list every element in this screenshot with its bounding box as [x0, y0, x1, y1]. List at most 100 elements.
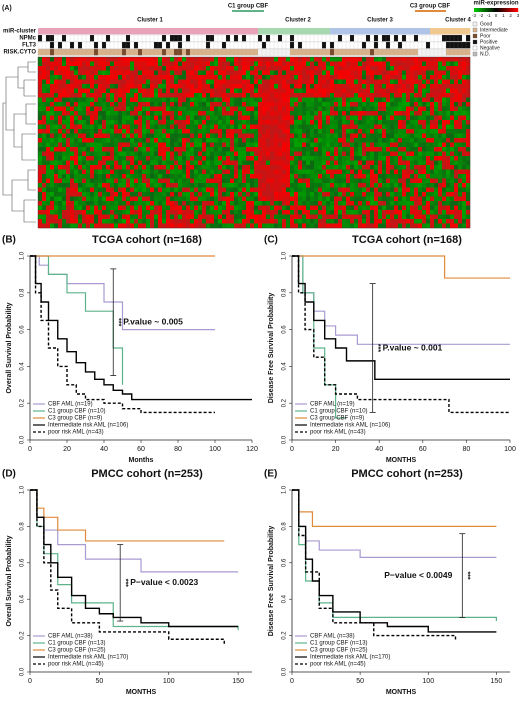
heat-cell	[198, 160, 203, 166]
annotation-cell	[254, 28, 259, 35]
heat-cell	[294, 88, 299, 94]
heat-cell	[178, 223, 183, 229]
heat-cell	[234, 79, 239, 85]
heat-cell	[142, 223, 147, 229]
heat-cell	[310, 214, 315, 220]
heat-cell	[266, 142, 271, 148]
heat-cell	[134, 66, 139, 71]
heat-cell	[90, 61, 95, 67]
heat-cell	[194, 201, 199, 206]
heat-cell	[82, 133, 87, 139]
heat-cell	[290, 196, 295, 202]
heat-cell	[234, 84, 239, 89]
heat-cell	[46, 147, 51, 152]
heat-cell	[274, 84, 279, 89]
heat-cell	[122, 102, 127, 107]
heat-cell	[306, 97, 311, 103]
heat-cell	[390, 115, 395, 121]
heat-cell	[238, 115, 243, 121]
heat-cell	[302, 75, 307, 80]
heat-cell	[110, 174, 115, 179]
heat-cell	[286, 79, 291, 85]
heat-cell	[182, 196, 187, 202]
heat-cell	[118, 165, 123, 170]
scale-bar	[485, 8, 487, 12]
heat-cell	[290, 156, 295, 161]
heat-cell	[126, 210, 131, 215]
heat-cell	[190, 97, 195, 103]
heat-cell	[466, 205, 471, 211]
panel-label: (D)	[2, 469, 16, 480]
heat-cell	[226, 160, 231, 166]
heat-cell	[454, 223, 459, 229]
heat-cell	[118, 93, 123, 98]
heat-cell	[422, 223, 427, 229]
heat-cell	[222, 106, 227, 112]
annotation-cell	[54, 28, 59, 35]
annotation-cell	[129, 41, 135, 49]
heat-cell	[330, 183, 335, 188]
heat-cell	[42, 138, 47, 143]
heat-cell	[266, 93, 271, 98]
heat-cell	[306, 106, 311, 112]
annotation-cell	[429, 41, 435, 49]
heat-cell	[282, 196, 287, 202]
annotation-cell	[149, 41, 155, 49]
heat-cell	[50, 201, 55, 206]
heat-cell	[206, 106, 211, 112]
heat-cell	[386, 174, 391, 179]
heat-cell	[282, 102, 287, 107]
heat-cell	[286, 57, 291, 62]
heat-cell	[382, 147, 387, 152]
heat-cell	[446, 223, 451, 229]
annotation-cell	[369, 48, 375, 56]
heat-cell	[386, 151, 391, 157]
heat-cell	[430, 210, 435, 215]
heat-cell	[186, 183, 191, 188]
heat-cell	[378, 129, 383, 134]
heat-cell	[306, 201, 311, 206]
heat-cell	[42, 196, 47, 202]
survival-curve	[292, 489, 497, 558]
heat-cell	[126, 138, 131, 143]
heat-cell	[234, 210, 239, 215]
heat-cell	[98, 120, 103, 125]
heat-cell	[206, 165, 211, 170]
heat-cell	[342, 66, 347, 71]
heat-cell	[286, 138, 291, 143]
heat-cell	[346, 66, 351, 71]
heat-cell	[274, 205, 279, 211]
annotation-cell	[385, 41, 391, 49]
heat-cell	[142, 61, 147, 67]
heat-cell	[354, 201, 359, 206]
heat-cell	[194, 223, 199, 229]
heat-cell	[338, 151, 343, 157]
heat-cell	[326, 66, 331, 71]
heat-cell	[202, 102, 207, 107]
x-tick-label: 100	[504, 446, 516, 453]
heat-cell	[426, 88, 431, 94]
heat-cell	[62, 120, 67, 125]
heat-cell	[258, 205, 263, 211]
heat-cell	[42, 174, 47, 179]
heat-cell	[74, 219, 79, 224]
heat-cell	[206, 174, 211, 179]
heat-cell	[146, 165, 151, 170]
heat-cell	[210, 84, 215, 89]
heat-cell	[58, 66, 63, 71]
heat-cell	[278, 93, 283, 98]
heat-cell	[182, 70, 187, 76]
heat-cell	[438, 138, 443, 143]
heat-cell	[410, 223, 415, 229]
heat-cell	[138, 120, 143, 125]
heat-cell	[230, 70, 235, 76]
heat-cell	[274, 223, 279, 229]
heat-cell	[442, 84, 447, 89]
heat-cell	[298, 61, 303, 67]
heat-cell	[98, 84, 103, 89]
heat-cell	[194, 156, 199, 161]
heat-cell	[218, 66, 223, 71]
heat-cell	[102, 165, 107, 170]
annotation-cell	[306, 28, 311, 35]
heat-cell	[198, 156, 203, 161]
